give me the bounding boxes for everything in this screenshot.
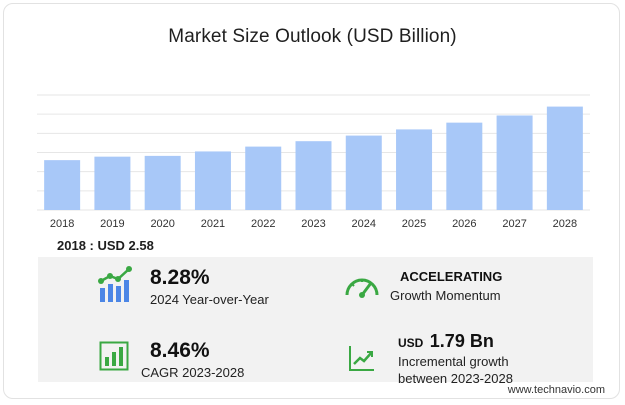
x-tick-2023: 2023: [301, 218, 325, 230]
x-tick-2020: 2020: [150, 218, 174, 230]
stat-yoy: 8.28% 2024 Year-over-Year: [97, 266, 297, 307]
bar-2023: [295, 141, 332, 210]
stat-momentum: ACCELERATING Growth Momentum: [344, 268, 564, 308]
bar-2024: [345, 135, 382, 210]
incremental-value: 1.79 Bn: [429, 331, 494, 351]
stat-incremental: USD 1.79 Bn Incremental growth between 2…: [348, 331, 578, 387]
incremental-headline: USD 1.79 Bn: [398, 331, 494, 352]
x-tick-2025: 2025: [402, 218, 426, 230]
cagr-value: 8.46%: [150, 339, 210, 362]
cagr-label: CAGR 2023-2028: [141, 365, 245, 380]
x-tick-2026: 2026: [452, 218, 476, 230]
yoy-label: 2024 Year-over-Year: [150, 292, 269, 307]
bar-2025: [396, 129, 433, 210]
incremental-label-2: between 2023-2028: [398, 371, 513, 386]
bar-2019: [94, 156, 131, 210]
x-tick-2028: 2028: [553, 218, 577, 230]
x-tick-2027: 2027: [502, 218, 526, 230]
chart-title: Market Size Outlook (USD Billion): [168, 26, 457, 47]
base-year-value: 2018 : USD 2.58: [57, 238, 154, 253]
bar-2027: [496, 115, 533, 210]
incremental-label-1: Incremental growth: [398, 354, 509, 369]
momentum-label: Growth Momentum: [390, 288, 501, 303]
bar-2021: [194, 151, 231, 210]
stat-cagr: 8.46% CAGR 2023-2028: [99, 339, 299, 383]
trend-line-icon: [349, 346, 374, 371]
bar-2022: [245, 146, 282, 210]
bar-2018: [44, 160, 81, 210]
bar-2026: [446, 122, 483, 210]
bar-2020: [144, 155, 181, 210]
bar-chart: 2018 2019 2020 2021 2022 2023 2024 2025 2026 2027…: [37, 94, 590, 230]
x-tick-2018: 2018: [50, 218, 74, 230]
momentum-value: ACCELERATING: [400, 269, 503, 284]
bar-2028: [546, 106, 583, 210]
growth-bars-icon: [98, 266, 132, 302]
x-tick-2022: 2022: [251, 218, 275, 230]
yoy-value: 8.28%: [150, 266, 210, 289]
speedometer-icon: [345, 278, 379, 298]
source-footer: www.technavio.com: [507, 384, 605, 396]
x-tick-2019: 2019: [100, 218, 124, 230]
x-tick-2021: 2021: [201, 218, 225, 230]
incremental-prefix: USD: [398, 336, 424, 350]
x-tick-2024: 2024: [352, 218, 376, 230]
bar-chart-icon: [99, 341, 129, 371]
stats-panel: [38, 257, 593, 382]
